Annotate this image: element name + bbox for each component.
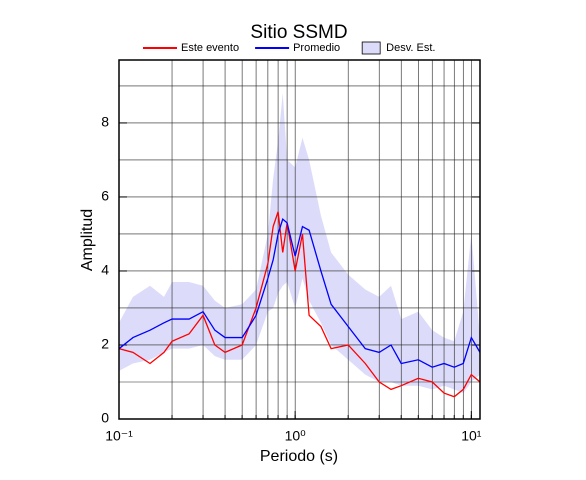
chart-title: Sitio SSMD <box>250 22 347 43</box>
legend-label: Desv. Est. <box>386 42 435 54</box>
x-tick-label: 10⁰ <box>285 428 307 444</box>
legend-label: Este evento <box>181 42 239 54</box>
series-line <box>118 218 481 368</box>
legend-label: Promedio <box>293 42 340 54</box>
legend-swatch <box>361 41 381 55</box>
y-tick-label: 4 <box>101 262 109 278</box>
plot-frame <box>118 59 481 420</box>
y-tick-label: 0 <box>101 410 109 426</box>
x-tick-label: 10¹ <box>461 428 482 444</box>
y-tick-label: 8 <box>101 114 109 130</box>
x-axis-label: Periodo (s) <box>260 448 338 465</box>
y-tick-label: 2 <box>101 336 109 352</box>
series-line <box>118 211 481 398</box>
std-band <box>119 93 480 394</box>
x-tick-label: 10⁻¹ <box>105 428 133 444</box>
y-tick-label: 6 <box>101 188 109 204</box>
y-axis-label: Amplitud <box>79 209 96 271</box>
